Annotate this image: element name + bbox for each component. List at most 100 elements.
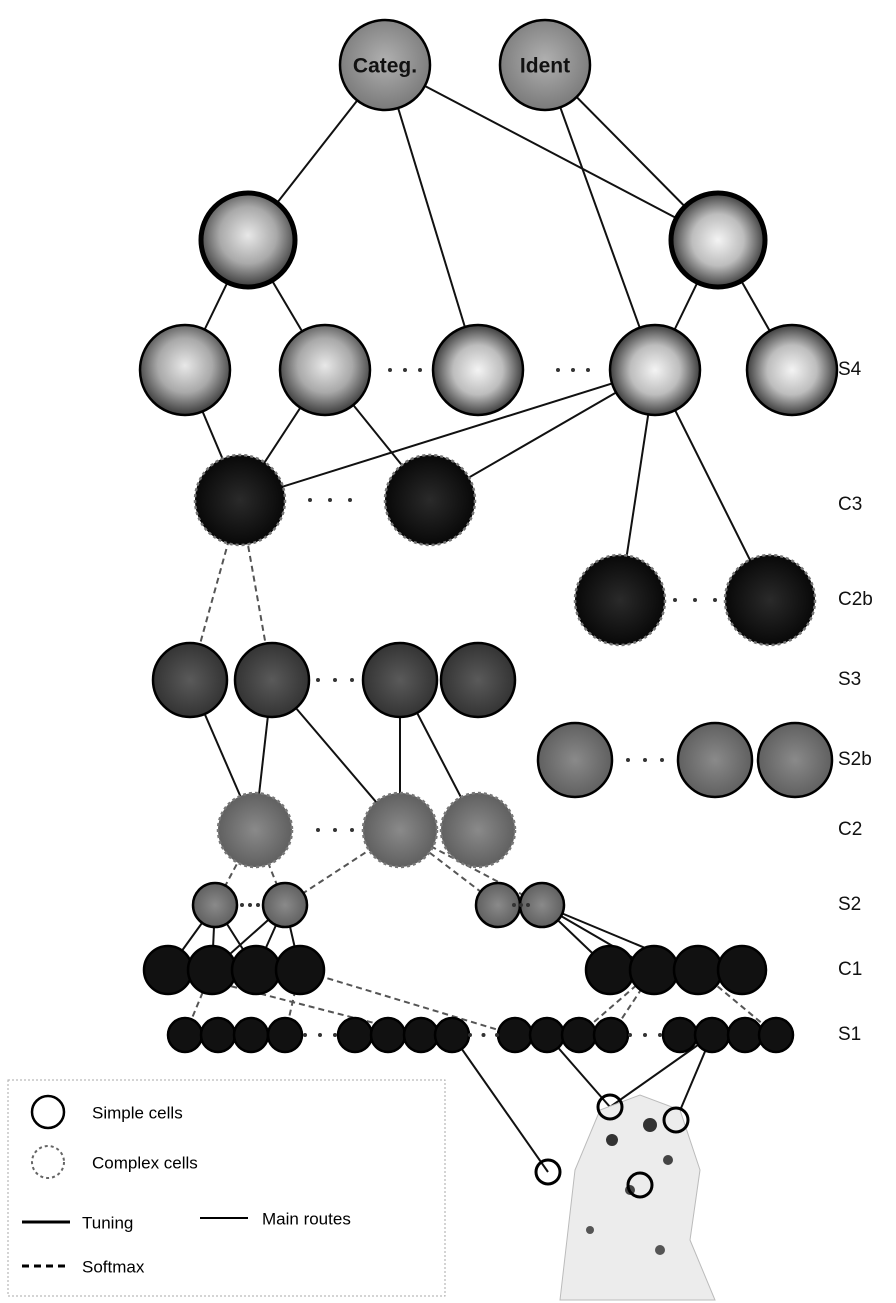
cell [144,946,192,994]
ellipsis-dot [388,368,392,372]
cell [538,723,612,797]
legend-label: Main routes [262,1209,351,1228]
ellipsis-dot [643,758,647,762]
cell [371,1018,405,1052]
ellipsis-dot [316,678,320,682]
tuning-edge [545,65,655,370]
ellipsis-dot [660,758,664,762]
ellipsis-dot [626,758,630,762]
cell [695,1018,729,1052]
layer-label: C3 [838,494,862,515]
top-node-label: Categ. [353,55,417,78]
cell [498,1018,532,1052]
cell [363,643,437,717]
ellipsis-dot [468,1033,472,1037]
cell [630,946,678,994]
layer-label: C2 [838,819,862,840]
layer-label: S4 [838,359,862,380]
cell [280,325,370,415]
cell [718,946,766,994]
ellipsis-dot [328,498,332,502]
cell [562,1018,596,1052]
cell [747,325,837,415]
ellipsis-dot [303,1033,307,1037]
cell [530,1018,564,1052]
ellipsis-dot [586,368,590,372]
cell [674,946,722,994]
cell [759,1018,793,1052]
ellipsis-dot [628,1033,632,1037]
cell [232,946,280,994]
cell [725,555,815,645]
ellipsis-dot [571,368,575,372]
ellipsis-dot [308,498,312,502]
ellipsis-dot [658,1033,662,1037]
cell [678,723,752,797]
cell [140,325,230,415]
cell [193,883,237,927]
diagram: Categ.IdentS4C3C2bS3S2bC2S2C1S1 Simple c… [0,0,896,1303]
legend-label: Softmax [82,1257,145,1276]
cell [594,1018,628,1052]
cell [363,793,437,867]
tuning-edge [385,65,478,370]
ellipsis-dot [512,903,516,907]
ellipsis-dot [333,678,337,682]
layer-label: S2b [838,749,872,770]
ellipsis-dot [643,1033,647,1037]
legend-label: Simple cells [92,1103,183,1122]
ellipsis-dot [519,903,523,907]
cell [263,883,307,927]
cell [404,1018,438,1052]
cell [338,1018,372,1052]
layer-label: S3 [838,669,861,690]
ellipsis-dot [350,828,354,832]
cell [234,1018,268,1052]
ellipsis-dot [316,828,320,832]
cell [268,1018,302,1052]
ellipsis-dot [482,1033,486,1037]
ellipsis-dot [693,598,697,602]
cell [276,946,324,994]
ellipsis-dot [333,828,337,832]
ellipsis-dot [495,1033,499,1037]
cell [586,946,634,994]
ellipsis-dot [256,903,260,907]
cell [441,793,515,867]
legend-label: Tuning [82,1213,133,1232]
cell [441,643,515,717]
cell [188,946,236,994]
legend-label: Complex cells [92,1153,198,1172]
cell [728,1018,762,1052]
cell [153,643,227,717]
layer-label: S1 [838,1024,861,1045]
ellipsis-dot [333,1033,337,1037]
top-node-label: Ident [520,55,570,78]
ellipsis-dot [248,903,252,907]
tuning-edge [452,1035,548,1172]
ellipsis-dot [318,1033,322,1037]
cell [575,555,665,645]
cell [385,455,475,545]
cell [195,455,285,545]
ellipsis-dot [348,498,352,502]
cell [235,643,309,717]
cell [218,793,292,867]
ellipsis-dot [673,598,677,602]
ellipsis-dot [526,903,530,907]
ellipsis-dot [713,598,717,602]
cell [201,1018,235,1052]
cell [435,1018,469,1052]
cell [610,325,700,415]
cell [168,1018,202,1052]
cell [201,193,295,287]
ellipsis-dot [350,678,354,682]
page: Categ.IdentS4C3C2bS3S2bC2S2C1S1 Simple c… [0,0,896,1303]
ellipsis-dot [556,368,560,372]
layer-label: C2b [838,589,873,610]
cell [433,325,523,415]
nodes [140,20,837,1052]
cell [663,1018,697,1052]
input-image [536,1095,715,1300]
